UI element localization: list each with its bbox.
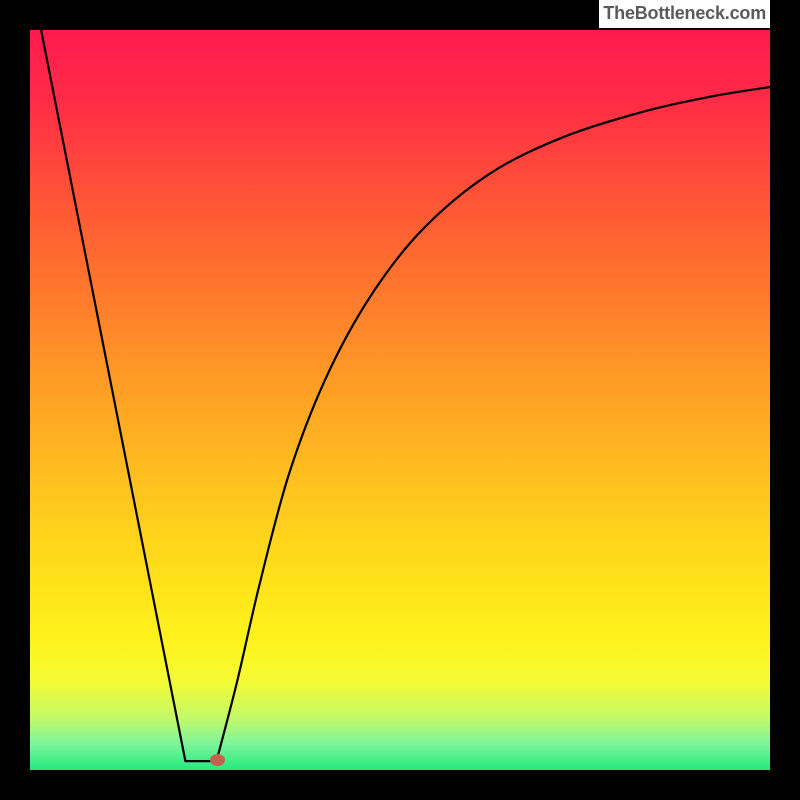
gradient-background xyxy=(30,30,770,770)
curve-svg xyxy=(30,30,770,770)
chart-frame: TheBottleneck.com xyxy=(0,0,800,800)
gradient-background-svg xyxy=(30,30,770,770)
watermark-source: TheBottleneck.com xyxy=(599,0,770,28)
bottleneck-curve xyxy=(41,30,770,761)
plot-area xyxy=(30,30,770,770)
optimum-marker xyxy=(210,754,225,766)
